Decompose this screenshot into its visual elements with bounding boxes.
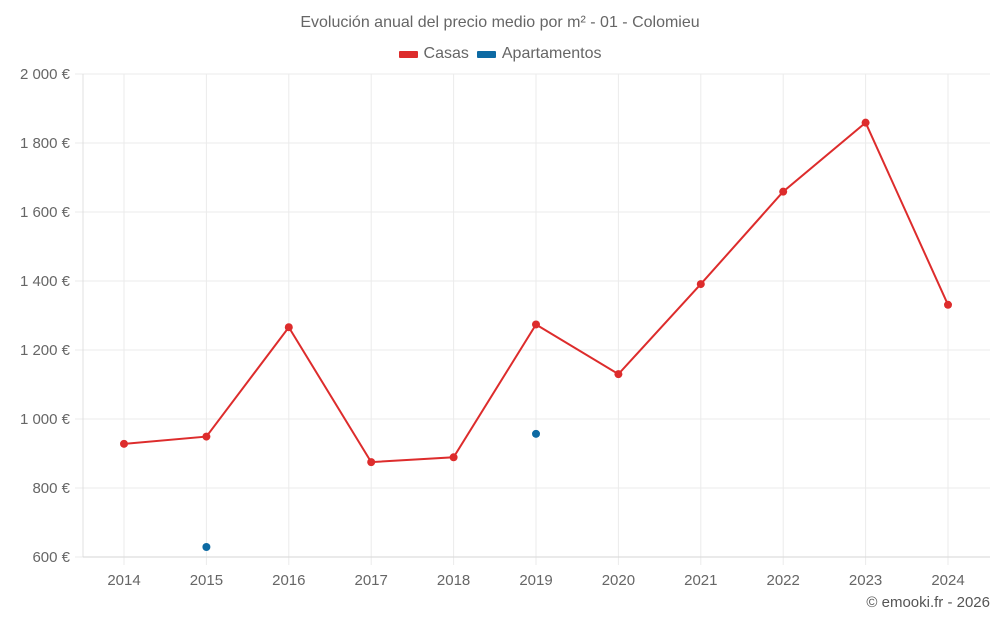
x-tick-label: 2020 (602, 572, 635, 589)
data-point-casas-2016[interactable] (284, 323, 293, 332)
x-tick-label: 2022 (767, 572, 800, 589)
x-tick-label: 2018 (437, 572, 470, 589)
copyright-credit: © emooki.fr - 2026 (866, 594, 990, 611)
y-tick-label: 600 € (32, 549, 70, 566)
x-tick-label: 2019 (519, 572, 552, 589)
data-point-casas-2022[interactable] (779, 187, 788, 196)
chart-legend: Casas Apartamentos (0, 45, 1000, 63)
x-tick-label: 2014 (107, 572, 140, 589)
grid-lines (75, 73, 990, 565)
y-tick-label: 1 400 € (20, 273, 71, 290)
data-point-casas-2023[interactable] (861, 118, 870, 127)
x-axis: 2014 2015 2016 2017 2018 2019 2020 2021 2022 2023… (83, 556, 990, 589)
x-tick-label: 2021 (684, 572, 717, 589)
data-point-casas-2018[interactable] (449, 453, 458, 462)
data-point-casas-2024[interactable] (944, 300, 952, 309)
y-tick-label: 800 € (32, 480, 70, 497)
y-tick-label: 1 000 € (20, 411, 71, 428)
chart-title: Evolución anual del precio medio por m² … (300, 14, 700, 31)
data-point-apartamentos-2019[interactable] (532, 429, 540, 438)
legend-label-apartamentos: Apartamentos (501, 45, 602, 62)
legend-label-casas: Casas (423, 45, 469, 62)
data-point-casas-2019[interactable] (532, 320, 540, 329)
x-tick-label: 2015 (190, 572, 223, 589)
data-point-casas-2021[interactable] (696, 280, 705, 289)
data-point-casas-2020[interactable] (614, 370, 623, 379)
legend-swatch-casas-icon (398, 50, 418, 58)
y-tick-label: 1 200 € (20, 342, 71, 359)
x-tick-label: 2023 (849, 572, 882, 589)
data-point-casas-2014[interactable] (120, 439, 128, 448)
data-point-casas-2017[interactable] (367, 458, 376, 467)
x-tick-label: 2017 (355, 572, 388, 589)
y-axis: 600 € 800 € 1 000 € 1 200 € 1 400 € 1 600 € 1 … (20, 66, 84, 566)
x-tick-label: 2016 (272, 572, 305, 589)
x-tick-label: 2024 (931, 572, 964, 589)
series-layer (120, 118, 952, 551)
y-tick-label: 1 600 € (20, 204, 71, 221)
data-point-apartamentos-2015[interactable] (202, 542, 211, 551)
data-point-casas-2015[interactable] (202, 432, 211, 441)
y-tick-label: 2 000 € (20, 66, 71, 83)
y-tick-label: 1 800 € (20, 135, 71, 152)
legend-item-apartamentos[interactable]: Apartamentos (476, 45, 602, 63)
legend-item-casas[interactable]: Casas (398, 45, 469, 63)
legend-swatch-apartamentos-icon (476, 50, 496, 58)
